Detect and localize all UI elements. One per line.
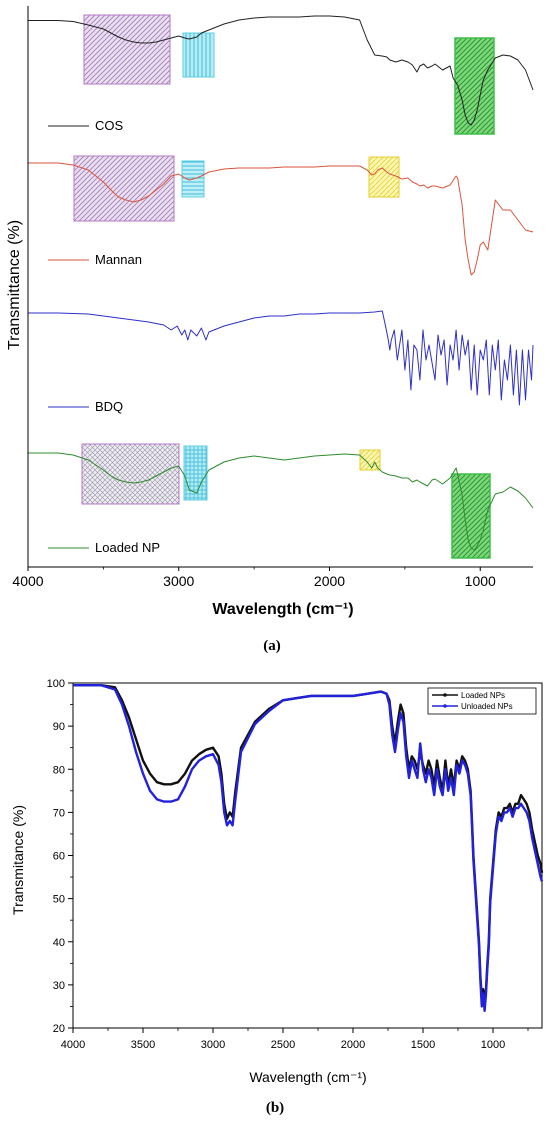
panel-a-x-tick-label: 1000: [465, 573, 496, 589]
panel-b-y-tick-label: 60: [53, 851, 65, 863]
panel-b-x-tick-label: 1500: [411, 1039, 435, 1051]
carbonyl-highlight-mannan: [368, 156, 400, 198]
panel-a-x-tick-label: 3000: [163, 573, 194, 589]
oh-band-highlight-mannan: [73, 155, 175, 222]
panel-a: 4000 3000 2000 1000 COS Mannan BDQ Loaded N…: [6, 6, 534, 654]
panel-b-y-tick-label: 20: [53, 1023, 65, 1035]
panel-b-ticks: 4000 3500 3000 2500 2000 1500 1000 20 30 40 50 60 70…: [47, 678, 529, 1051]
panel-b: 4000 3500 3000 2500 2000 1500 1000 20 30 40 50 60 70…: [10, 678, 544, 1116]
series-label-cos: COS: [95, 118, 124, 133]
fingerprint-highlight-loaded: [451, 473, 491, 559]
panel-b-x-tick-label: 2500: [271, 1039, 295, 1051]
panel-b-y-tick-label: 80: [53, 764, 65, 776]
panel-a-y-axis-label: Transmittance (%): [6, 220, 23, 350]
panel-a-x-tick-label: 2000: [314, 573, 345, 589]
legend-marker-unloaded-nps: [443, 704, 447, 708]
band-highlights: [73, 14, 495, 559]
panel-b-caption: (b): [266, 1100, 284, 1116]
legend-box: [427, 687, 537, 715]
panel-b-x-tick-label: 1000: [481, 1039, 505, 1051]
panel-a-x-tick-label: 4000: [12, 573, 43, 589]
ch-band-highlight-cos: [182, 32, 215, 78]
panel-b-x-tick-label: 3500: [131, 1039, 155, 1051]
panel-b-y-tick-label: 30: [53, 980, 65, 992]
panel-b-y-tick-label: 70: [53, 807, 65, 819]
panel-a-caption: (a): [263, 638, 281, 654]
series-line-mannan: [28, 162, 534, 276]
series-label-loaded-np: Loaded NP: [95, 540, 160, 555]
legend-label-loaded-nps: Loaded NPs: [461, 691, 505, 700]
panel-a-x-axis-label: Wavelength (cm⁻¹): [212, 601, 353, 618]
oh-band-highlight-loaded: [81, 443, 180, 505]
panel-b-x-tick-label: 2000: [341, 1039, 365, 1051]
panel-b-y-tick-label: 40: [53, 937, 65, 949]
panel-a-ticks: 4000 3000 2000 1000: [12, 567, 496, 589]
panel-b-x-tick-label: 4000: [61, 1039, 85, 1051]
panel-b-x-axis-label: Wavelength (cm⁻¹): [249, 1069, 366, 1085]
panel-b-legend: Loaded NPs Unloaded NPs: [427, 687, 537, 715]
ch-band-highlight-loaded: [183, 445, 208, 501]
series-line-unloaded-nps: [73, 684, 544, 1012]
panel-b-series: [73, 684, 544, 1012]
series-line-loaded-np: [28, 452, 534, 551]
series-label-mannan: Mannan: [95, 252, 142, 267]
panel-a-series: [28, 15, 534, 551]
series-line-cos: [28, 15, 534, 126]
panel-b-y-tick-label: 50: [53, 894, 65, 906]
panel-b-x-tick-label: 3000: [201, 1039, 225, 1051]
carbonyl-highlight-loaded: [359, 449, 381, 471]
panel-b-y-tick-label: 90: [53, 721, 65, 733]
series-line-bdq: [28, 310, 534, 406]
panel-b-y-axis-label: Transmitance (%): [10, 805, 26, 915]
panel-b-y-tick-label: 100: [47, 678, 65, 690]
panel-b-plot-frame: [72, 682, 543, 1029]
oh-band-highlight-cos: [83, 14, 171, 85]
series-label-bdq: BDQ: [95, 399, 123, 414]
legend-marker-loaded-nps: [443, 693, 447, 697]
legend-label-unloaded-nps: Unloaded NPs: [461, 702, 513, 711]
